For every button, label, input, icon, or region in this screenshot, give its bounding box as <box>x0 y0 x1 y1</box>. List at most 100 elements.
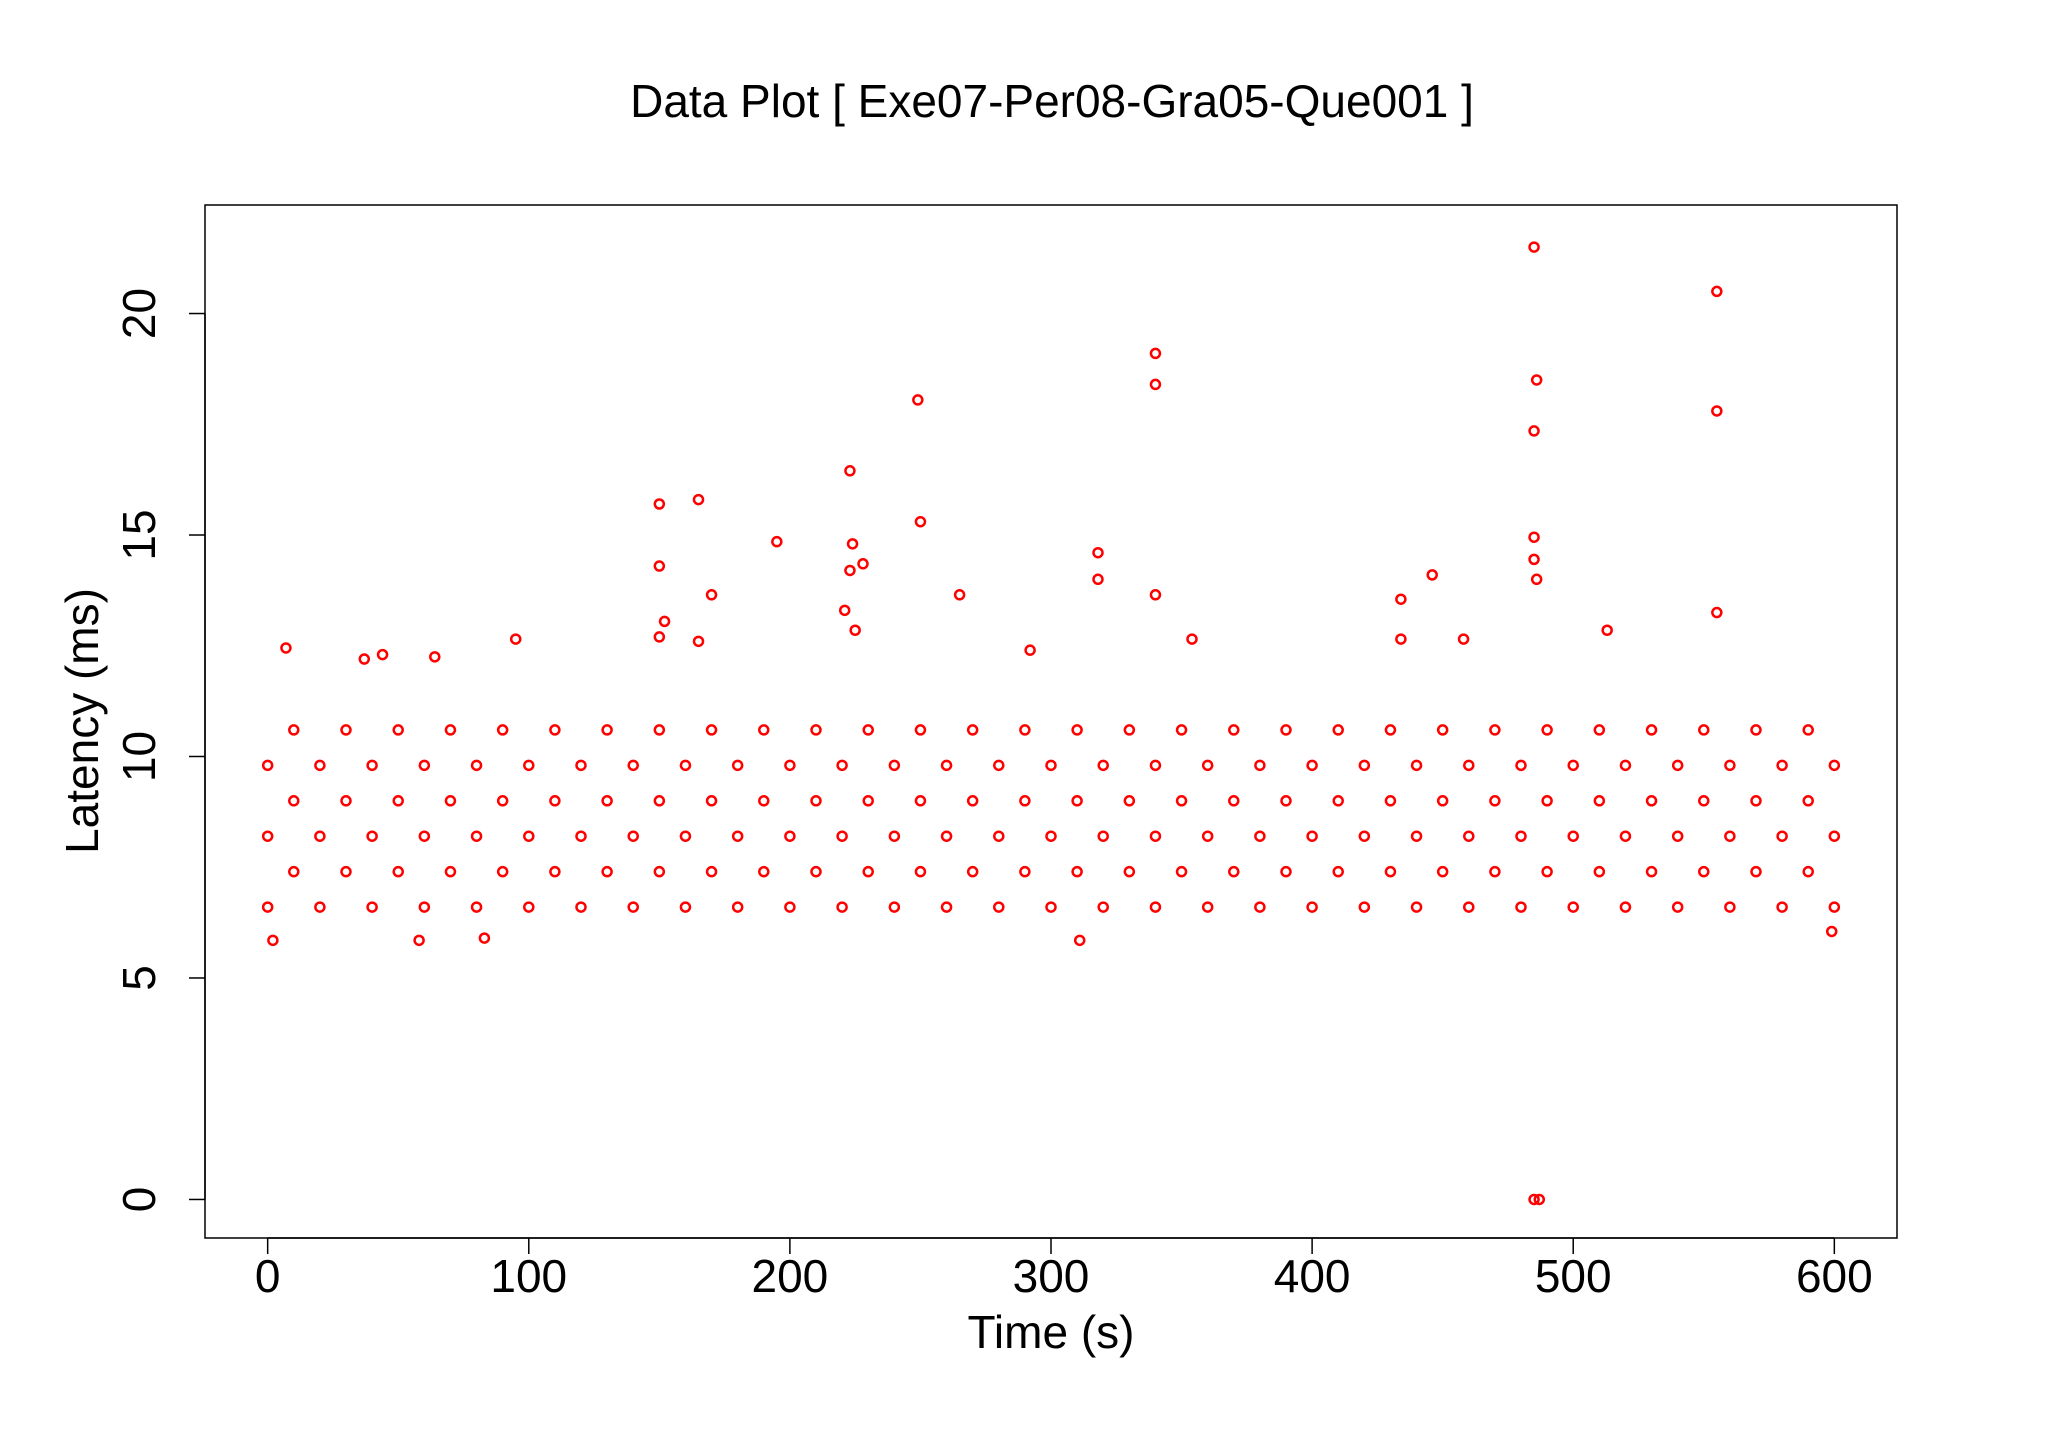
point <box>1123 795 1136 807</box>
point <box>914 515 927 528</box>
point <box>366 901 378 913</box>
point <box>549 865 561 878</box>
point <box>340 724 352 736</box>
point <box>1410 759 1423 772</box>
point <box>280 642 292 654</box>
point <box>1776 901 1788 913</box>
point <box>1332 865 1344 878</box>
point <box>1541 795 1553 807</box>
point <box>692 635 705 648</box>
point <box>496 724 509 736</box>
point <box>1123 724 1136 736</box>
point <box>444 865 457 878</box>
point <box>549 795 561 807</box>
point <box>888 901 901 913</box>
point <box>267 934 279 947</box>
point <box>1711 405 1723 417</box>
point <box>1463 901 1475 913</box>
point <box>653 865 666 878</box>
point <box>1776 830 1788 842</box>
point <box>575 830 587 842</box>
point <box>1306 830 1318 842</box>
point <box>731 901 744 913</box>
point <box>444 724 457 736</box>
point <box>1619 759 1632 772</box>
point <box>653 631 666 643</box>
point <box>1175 724 1188 736</box>
point <box>1254 759 1266 772</box>
point <box>836 759 848 772</box>
point <box>844 564 856 577</box>
y-axis-label: Latency (ms) <box>56 588 108 854</box>
point <box>1045 830 1057 842</box>
point <box>1254 901 1266 913</box>
point <box>1186 633 1198 645</box>
point <box>314 830 326 842</box>
point <box>1530 573 1543 586</box>
point <box>1567 901 1579 913</box>
point <box>731 759 744 772</box>
point <box>1463 759 1475 772</box>
point <box>1071 795 1083 807</box>
point <box>1436 795 1449 807</box>
point <box>993 759 1005 772</box>
point <box>1593 795 1606 807</box>
x-tick-label: 600 <box>1796 1250 1873 1302</box>
point <box>1149 759 1162 772</box>
point <box>1489 724 1501 736</box>
y-tick-label: 0 <box>113 1187 165 1213</box>
point <box>1092 573 1104 586</box>
point <box>1463 830 1475 842</box>
point <box>601 795 613 807</box>
point <box>1671 830 1684 842</box>
point <box>758 795 770 807</box>
point <box>1489 865 1501 878</box>
point <box>653 560 666 572</box>
point <box>1228 795 1240 807</box>
point <box>1528 553 1540 566</box>
point <box>1019 724 1031 736</box>
point <box>1533 1193 1546 1206</box>
point <box>523 901 535 913</box>
point <box>705 589 718 601</box>
point <box>679 901 692 913</box>
point <box>1619 830 1632 842</box>
point <box>1358 759 1371 772</box>
point <box>478 932 491 944</box>
point <box>857 558 869 570</box>
point <box>940 830 953 842</box>
point <box>413 934 425 947</box>
point <box>810 724 822 736</box>
point <box>429 651 441 663</box>
point <box>1724 830 1736 842</box>
point <box>1306 759 1318 772</box>
point <box>418 901 431 913</box>
point <box>1698 865 1710 878</box>
point <box>705 724 718 736</box>
point <box>966 795 979 807</box>
point <box>705 865 718 878</box>
point <box>1149 901 1162 913</box>
point <box>1825 925 1838 938</box>
point <box>993 830 1005 842</box>
point <box>1149 830 1162 842</box>
point <box>1426 569 1438 581</box>
point <box>1358 901 1371 913</box>
point <box>912 394 924 406</box>
point <box>653 795 666 807</box>
point <box>575 901 587 913</box>
point <box>1750 865 1762 878</box>
point <box>358 653 371 665</box>
point <box>601 865 613 878</box>
point <box>1201 830 1214 842</box>
point <box>376 648 389 661</box>
point <box>953 589 966 601</box>
point <box>1828 830 1841 842</box>
point <box>653 724 666 736</box>
point <box>1528 241 1540 253</box>
point <box>1724 901 1736 913</box>
point <box>627 901 639 913</box>
point <box>1671 901 1684 913</box>
point <box>1019 795 1031 807</box>
